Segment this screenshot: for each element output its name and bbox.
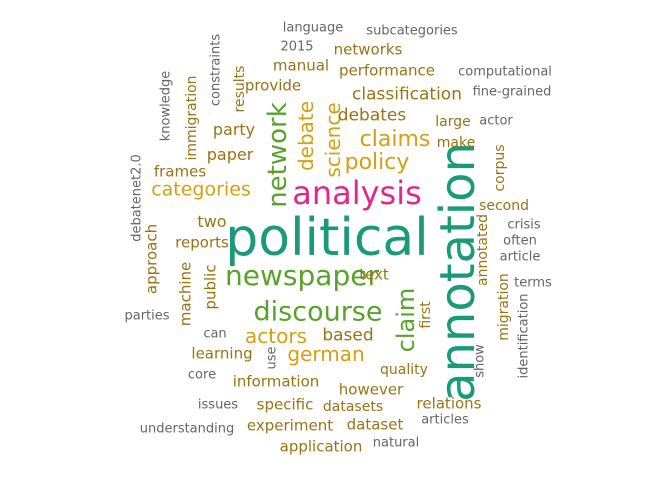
word-machine: machine (176, 261, 195, 327)
word-application: application (279, 437, 363, 456)
word-often: often (503, 233, 537, 249)
word-performance: performance (338, 61, 436, 80)
word-quality: quality (380, 362, 428, 378)
word-issues: issues (197, 397, 239, 413)
word-can: can (203, 326, 227, 342)
word-first: first (418, 301, 434, 329)
word-network: network (263, 102, 293, 208)
word-subcategories: subcategories (366, 23, 458, 39)
word-dataset: dataset (346, 415, 404, 434)
word-annotated: annotated (475, 214, 491, 286)
word-however: however (338, 380, 404, 399)
word-party: party (212, 120, 256, 139)
word-newspaper: newspaper (225, 259, 379, 292)
word-paper: paper (206, 145, 254, 164)
word-claims: claims (359, 127, 431, 152)
word-terms: terms (514, 275, 552, 291)
word-results: results (232, 65, 248, 113)
word-frames: frames (153, 162, 207, 181)
word-german: german (287, 342, 365, 366)
word-articles: articles (421, 412, 469, 428)
word-policy: policy (344, 150, 410, 175)
word-claim: claim (392, 287, 420, 353)
word-based: based (322, 325, 374, 346)
word-core: core (187, 367, 217, 383)
word-discourse: discourse (253, 296, 383, 328)
word-debate: debate (294, 100, 318, 172)
word-datasets: datasets (322, 399, 384, 415)
word-relations: relations (416, 394, 482, 413)
word-actor: actor (479, 113, 513, 129)
word-categories: categories (151, 178, 251, 201)
word-knowledge: knowledge (158, 70, 174, 142)
word-information: information (232, 372, 320, 391)
word-corpus: corpus (492, 144, 508, 192)
word-understanding: understanding (139, 421, 235, 437)
word-identification: identification (516, 293, 532, 379)
word-computational: computational (458, 64, 552, 80)
word-natural: natural (372, 435, 420, 451)
word-2015: 2015 (280, 39, 314, 55)
word-public: public (201, 264, 220, 310)
word-constraints: constraints (208, 33, 224, 107)
word-political: political (225, 208, 429, 268)
word-experiment: experiment (246, 416, 334, 435)
word-actors: actors (245, 324, 307, 348)
word-make: make (436, 135, 476, 151)
word-parties: parties (124, 308, 170, 324)
word-article: article (499, 249, 541, 265)
word-networks: networks (333, 40, 403, 59)
word-specific: specific (256, 395, 314, 414)
word-large: large (435, 114, 471, 130)
word-text: text (359, 265, 389, 284)
word-second: second (479, 198, 529, 214)
word-use: use (264, 346, 280, 370)
word-crisis: crisis (507, 217, 541, 233)
word-classification: classification (352, 84, 462, 105)
word-provide: provide (244, 76, 302, 95)
word-analysis: analysis (292, 174, 422, 212)
word-reports: reports (175, 233, 229, 252)
word-debates: debates (337, 105, 407, 126)
word-debatenet2-0: debatenet2.0 (129, 154, 145, 242)
word-manual: manual (272, 56, 330, 75)
word-migration: migration (496, 273, 512, 341)
word-approach: approach (142, 223, 161, 295)
word-show: show (472, 344, 488, 378)
word-language: language (282, 20, 344, 36)
word-two: two (197, 212, 227, 231)
word-learning: learning (191, 344, 253, 363)
word-fine-grained: fine-grained (472, 84, 552, 100)
word-immigration: immigration (184, 75, 200, 161)
